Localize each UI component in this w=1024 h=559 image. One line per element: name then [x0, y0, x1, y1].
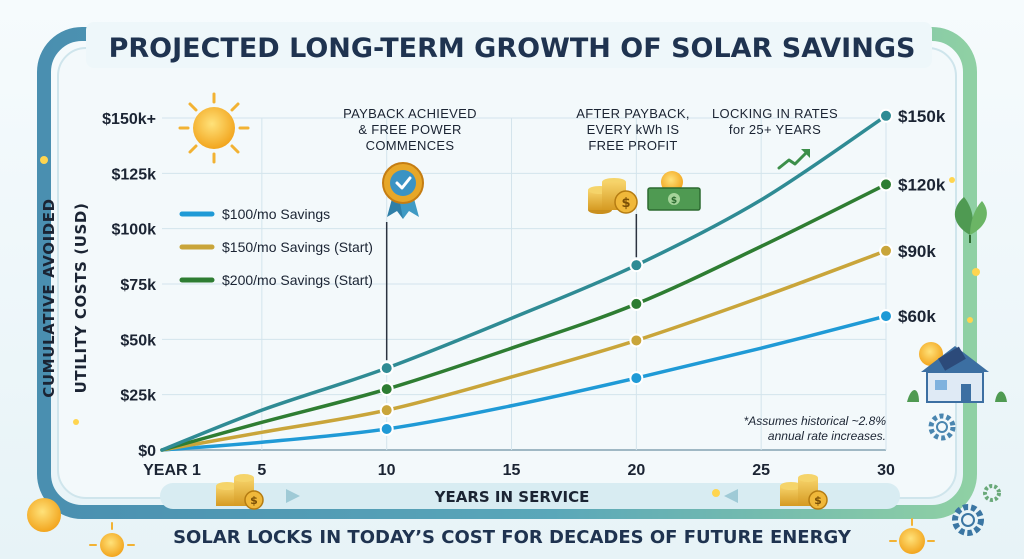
y-ticks: $0 $25k $50k $75k $100k $125k $150k+ — [102, 111, 156, 460]
svg-text:$: $ — [814, 494, 822, 507]
y-tick-label: $25k — [120, 388, 156, 405]
legend: $100/mo Savings $150/mo Savings (Start) $2… — [179, 206, 373, 288]
annotation-text: PAYBACK ACHIEVED — [343, 106, 477, 121]
series-markers — [379, 108, 893, 436]
annotation-text: FREE PROFIT — [588, 138, 677, 153]
footnote-line1: *Assumes historical ~2.8% — [744, 414, 887, 428]
footnote-line2: annual rate increases. — [768, 429, 886, 443]
annotation-text: LOCKING IN RATES — [712, 106, 838, 121]
series-lines — [160, 114, 888, 452]
x-tick-label: 5 — [257, 462, 266, 479]
end-value-label: $90k — [898, 242, 936, 261]
annotation-leaders — [385, 214, 638, 361]
gear-icon — [983, 484, 1001, 502]
data-point — [879, 108, 893, 123]
trend-arrow-icon — [777, 149, 810, 170]
data-point — [379, 403, 394, 418]
y-tick-label: $125k — [112, 166, 157, 183]
data-point — [379, 382, 394, 397]
sun-icon — [27, 498, 61, 532]
end-value-label: $150k — [898, 107, 946, 126]
title-banner — [86, 22, 932, 68]
cash-icon: $ — [647, 171, 701, 211]
x-tick-label: 20 — [627, 462, 645, 479]
data-point — [629, 296, 644, 311]
footer-tagline: SOLAR LOCKS IN TODAY’S COST FOR DECADES … — [173, 527, 852, 548]
svg-text:$: $ — [621, 196, 630, 211]
x-tick-label: 10 — [378, 462, 396, 479]
data-point — [629, 333, 644, 348]
x-tick-label: 15 — [503, 462, 521, 479]
series-line — [160, 249, 888, 452]
gear-icon — [952, 504, 984, 536]
x-axis-label: YEARS IN SERVICE — [434, 488, 590, 506]
y-tick-label: $150k+ — [102, 111, 156, 128]
coins-icon: $ — [216, 474, 264, 510]
y-tick-label: $50k — [120, 332, 156, 349]
end-value-label: $60k — [898, 307, 936, 326]
end-labels: $60k $90k $120k $150k — [898, 107, 946, 326]
gear-icon — [928, 413, 956, 441]
sparkle-icon — [40, 156, 980, 497]
x-tick-label: YEAR 1 — [143, 462, 201, 479]
legend-label: $100/mo Savings — [222, 206, 330, 222]
sun-icon — [889, 518, 935, 554]
x-tick-label: 25 — [752, 462, 770, 479]
svg-text:$: $ — [250, 494, 258, 507]
coins-icon: $ — [780, 474, 828, 510]
annotation-text: COMMENCES — [366, 138, 455, 153]
y-tick-label: $75k — [120, 277, 156, 294]
data-point — [629, 371, 644, 386]
annotation-text: EVERY kWh IS — [587, 122, 680, 137]
data-point — [629, 258, 644, 273]
chart-title: PROJECTED LONG-TERM GROWTH OF SOLAR SAVI… — [109, 33, 916, 64]
annotation-text: AFTER PAYBACK, — [576, 106, 690, 121]
y-axis-label-line1: CUMULATIVE AVOIDED — [40, 198, 58, 397]
data-point — [879, 243, 893, 258]
data-point — [879, 309, 893, 324]
ribbon-badge-icon — [382, 162, 424, 219]
x-tick-label: 30 — [877, 462, 895, 479]
end-value-label: $120k — [898, 175, 946, 194]
annotation-text: for 25+ YEARS — [729, 122, 821, 137]
data-point — [379, 361, 394, 376]
series-line — [160, 182, 888, 452]
annotation-text: & FREE POWER — [358, 122, 461, 137]
leaf-icon — [954, 197, 987, 243]
x-ticks: YEAR 1 5 10 15 20 25 30 — [143, 462, 895, 479]
sun-icon — [89, 522, 135, 557]
y-tick-label: $0 — [138, 443, 156, 460]
data-point — [379, 421, 394, 436]
legend-label: $150/mo Savings (Start) — [222, 239, 373, 255]
data-point — [879, 177, 893, 192]
sun-icon — [178, 92, 250, 164]
coins-icon: $ — [588, 178, 638, 214]
legend-label: $200/mo Savings (Start) — [222, 272, 373, 288]
series-line — [160, 314, 888, 452]
series-line — [160, 114, 888, 452]
y-axis-label-line2: UTILITY COSTS (USD) — [72, 203, 90, 394]
house-icon — [907, 342, 1007, 403]
y-tick-label: $100k — [112, 222, 157, 239]
svg-text:$: $ — [671, 196, 677, 206]
